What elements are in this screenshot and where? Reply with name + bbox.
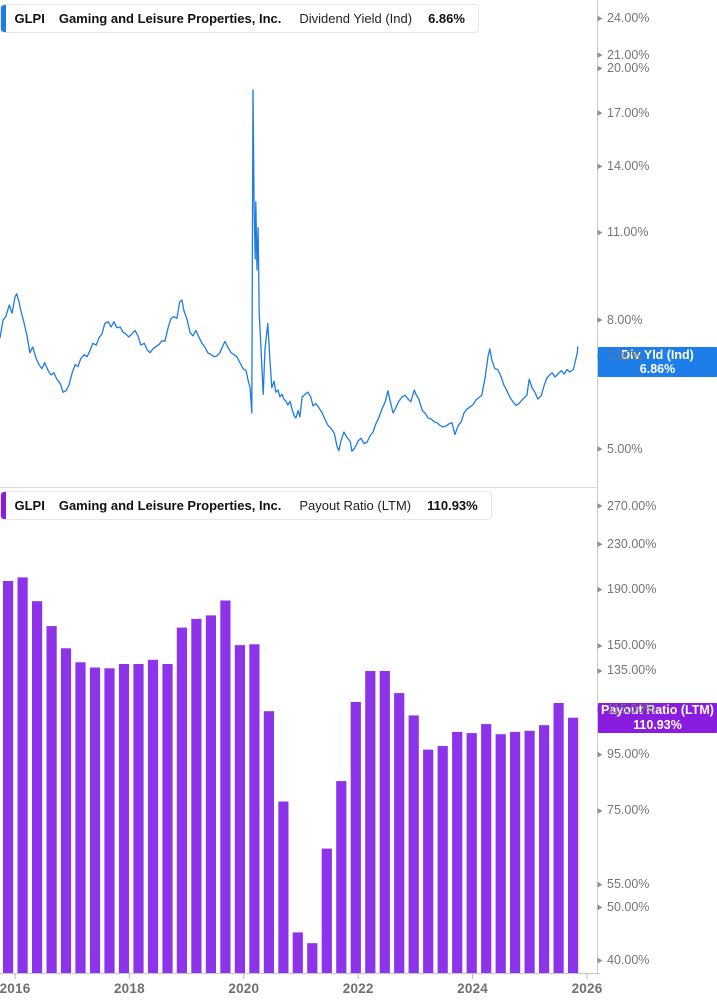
badge-series-value: 110.93% [633,717,682,732]
payout-ratio-bar[interactable] [553,703,564,973]
y-axis-tick-icon [597,904,603,911]
y-axis-tick-icon [597,503,603,509]
payout-ratio-bar[interactable] [466,733,477,973]
y-axis-tick-icon [597,957,603,964]
payout-ratio-bar[interactable] [249,644,260,973]
payout-ratio-bar[interactable] [263,711,274,973]
y-axis-tick-icon [597,751,603,758]
payout-ratio-bar[interactable] [60,648,72,973]
last-value-badge-payout-ratio: Payout Ratio (LTM) 110.93% [598,702,717,733]
series-legend-payout-ratio[interactable]: GLPI Gaming and Leisure Properties, Inc.… [0,491,492,520]
payout-ratio-bar[interactable] [220,600,231,974]
payout-ratio-bar[interactable] [307,943,318,973]
company-name-label: Gaming and Leisure Properties, Inc. [58,498,282,513]
payout-ratio-bar[interactable] [423,749,434,973]
y-axis-tick-icon [597,541,603,547]
payout-ratio-bar[interactable] [365,671,376,973]
payout-ratio-bar[interactable] [321,848,332,973]
payout-ratio-bar[interactable] [46,626,57,973]
y-axis-tick-icon [597,643,603,649]
payout-ratio-bar[interactable] [162,664,173,973]
metric-name-label: Dividend Yield (Ind) [299,11,413,26]
y-axis-tick-icon [597,229,603,236]
series-legend-dividend-yield[interactable]: GLPI Gaming and Leisure Properties, Inc.… [0,4,479,33]
last-value-badge-dividend-yield: Div Yld (Ind) 6.86% [598,347,717,378]
payout-ratio-bar[interactable] [17,577,28,973]
y-axis-tick-icon [597,52,603,58]
payout-ratio-bar[interactable] [133,664,144,973]
metric-value-label: 110.93% [427,498,478,513]
payout-ratio-bar[interactable] [495,734,506,973]
company-name-label: Gaming and Leisure Properties, Inc. [58,11,282,26]
payout-ratio-bar[interactable] [75,662,86,973]
payout-ratio-bar[interactable] [350,702,361,973]
payout-ratio-bar[interactable] [147,659,159,973]
metric-value-label: 6.86% [428,11,465,26]
payout-ratio-bar[interactable] [176,627,187,973]
payout-ratio-bar[interactable] [89,667,101,974]
payout-ratio-bar[interactable] [234,645,245,973]
payout-ratio-bar[interactable] [205,615,216,973]
payout-ratio-bar[interactable] [104,668,115,973]
y-axis-tick-icon [597,586,603,593]
ticker-label: GLPI [14,498,45,513]
badge-series-value: 6.86% [639,362,676,377]
y-axis-tick-icon [597,317,603,323]
payout-ratio-bar[interactable] [379,671,390,973]
series-color-bar-icon [1,492,6,519]
payout-ratio-bar[interactable] [118,664,130,973]
payout-ratio-bar[interactable] [524,730,535,973]
series-color-bar-icon [1,5,6,32]
payout-ratio-bar[interactable] [394,693,405,973]
badge-series-label: Payout Ratio (LTM) [601,703,714,718]
y-axis-tick-icon [597,163,603,170]
payout-ratio-bar[interactable] [336,781,347,973]
payout-ratio-bar[interactable] [568,717,579,973]
y-axis-tick-icon [597,110,603,116]
payout-ratio-bar[interactable] [437,746,448,973]
payout-ratio-bar[interactable] [191,618,202,973]
badge-series-label: Div Yld (Ind) [621,347,694,362]
dividend-yield-line[interactable] [0,89,579,452]
payout-ratio-bar[interactable] [510,731,521,973]
payout-ratio-bar[interactable] [3,581,14,973]
y-axis-tick-icon [597,808,603,814]
y-axis-tick-icon [597,15,603,22]
y-axis-tick-icon [597,881,603,888]
payout-ratio-bar[interactable] [408,715,419,973]
payout-ratio-bar[interactable] [539,725,550,973]
metric-name-label: Payout Ratio (LTM) [299,498,412,513]
payout-ratio-bar[interactable] [481,724,492,973]
y-axis-tick-icon [597,668,603,674]
y-axis-tick-icon [597,446,603,452]
ticker-label: GLPI [14,11,45,26]
payout-ratio-bar[interactable] [278,801,289,974]
payout-ratio-bar[interactable] [292,932,303,973]
payout-ratio-bar[interactable] [32,601,43,973]
y-axis-tick-icon [597,65,603,72]
payout-ratio-bar[interactable] [452,731,463,973]
